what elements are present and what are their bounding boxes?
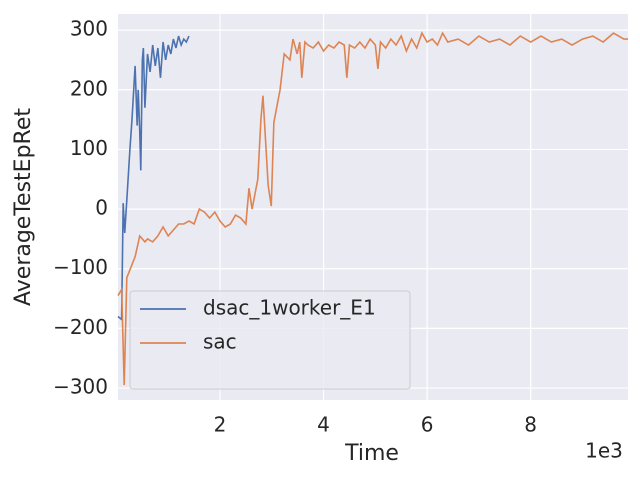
x-tick-label: 2: [214, 413, 227, 437]
x-tick-label: 8: [524, 413, 537, 437]
legend-box: [129, 290, 411, 390]
x-axis-label: Time: [344, 441, 399, 466]
y-tick-label: −200: [53, 315, 108, 339]
y-axis-label: AverageTestEpRet: [11, 108, 36, 306]
y-tick-label: −300: [53, 375, 108, 399]
y-tick-label: 100: [70, 136, 108, 160]
y-tick-label: 0: [95, 196, 108, 220]
y-tick-label: 200: [70, 76, 108, 100]
legend-label: dsac_1worker_E1: [203, 296, 376, 320]
legend-label: sac: [203, 330, 237, 354]
x-tick-label: 6: [421, 413, 434, 437]
x-offset-label: 1e3: [585, 439, 623, 463]
y-tick-label: 300: [70, 17, 108, 41]
y-tick-label: −100: [53, 255, 108, 279]
series-line: [117, 31, 628, 386]
series-line: [117, 35, 190, 322]
x-tick-label: 4: [317, 413, 330, 437]
